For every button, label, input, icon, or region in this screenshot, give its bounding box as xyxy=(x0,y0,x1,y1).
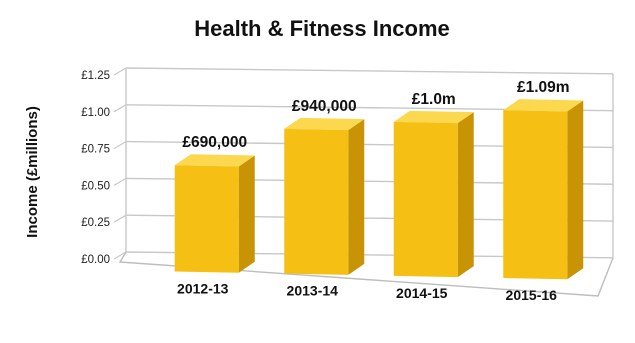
data-label: £1.0m xyxy=(412,91,456,108)
bar-top xyxy=(284,117,365,131)
data-labels: £690,000 £940,000 £1.0m £1.09m xyxy=(182,79,569,151)
y-tick-label: £1.25 xyxy=(81,70,110,82)
gridline-side xyxy=(113,214,127,223)
bar-side xyxy=(348,119,365,275)
bar-side xyxy=(457,112,474,278)
x-tick-label: 2014-15 xyxy=(396,285,448,301)
bar-side xyxy=(567,100,584,280)
data-label: £940,000 xyxy=(292,98,357,115)
bar xyxy=(174,165,239,273)
y-axis-ticks: £0.00 £0.25 £0.50 £0.75 £1.00 £1.25 xyxy=(81,70,110,266)
gridline-side xyxy=(113,177,127,186)
bar xyxy=(503,110,568,280)
gridline-side xyxy=(113,141,127,150)
chart-title: Health & Fitness Income xyxy=(194,16,450,41)
y-tick-label: £0.00 xyxy=(81,254,110,266)
gridline-side xyxy=(113,104,127,113)
y-tick-label: £0.50 xyxy=(81,180,110,192)
x-axis-ticks: 2012-13 2013-14 2014-15 2015-16 xyxy=(177,280,557,303)
bar xyxy=(284,128,349,275)
gridline-side xyxy=(113,251,127,260)
data-label: £1.09m xyxy=(517,79,570,96)
bar xyxy=(393,121,458,278)
floor-edge xyxy=(118,251,614,297)
bars xyxy=(174,99,584,280)
gridline xyxy=(125,67,614,75)
bar-side xyxy=(238,155,255,273)
x-tick-label: 2015-16 xyxy=(506,287,558,303)
y-tick-label: £0.75 xyxy=(81,144,110,156)
y-tick-label: £1.00 xyxy=(81,107,110,119)
bar-top xyxy=(503,99,584,112)
bar-top xyxy=(393,110,474,124)
data-label: £690,000 xyxy=(182,134,247,151)
bar-top xyxy=(174,154,255,167)
gridline-side xyxy=(113,67,127,76)
y-tick-label: £0.25 xyxy=(81,217,110,229)
x-tick-label: 2012-13 xyxy=(177,280,229,296)
x-tick-label: 2013-14 xyxy=(287,283,339,299)
y-axis-label: Income (£millions) xyxy=(24,106,41,238)
